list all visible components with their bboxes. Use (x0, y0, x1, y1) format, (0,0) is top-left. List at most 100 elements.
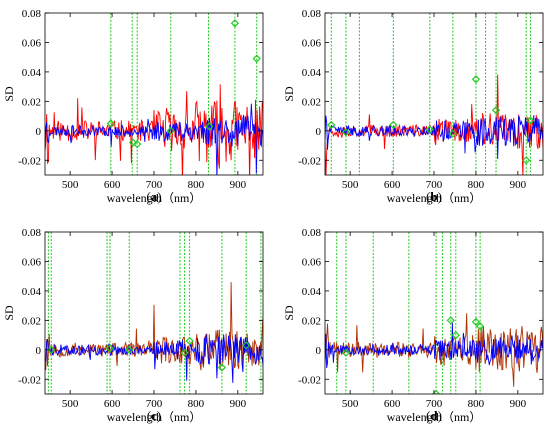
x-tick-label: 500 (342, 398, 359, 410)
x-axis-label: wavelength（nm） (387, 410, 482, 424)
y-tick-label: 0.02 (302, 96, 321, 108)
y-tick-label: 0.08 (302, 227, 322, 239)
y-tick-label: 0.02 (302, 315, 321, 327)
y-tick-label: 0.08 (22, 227, 42, 239)
selected-marker (341, 348, 351, 357)
y-tick-label: 0 (36, 345, 42, 357)
y-tick-label: 0.02 (22, 315, 41, 327)
caption-letter: d (430, 408, 438, 423)
selected-marker (47, 345, 56, 354)
y-tick-label: -0.02 (18, 155, 41, 167)
panel-caption: (d) (426, 408, 442, 423)
x-tick-label: 800 (468, 179, 485, 191)
y-tick-label: 0.04 (302, 67, 322, 79)
x-axis-label: wavelength（nm） (107, 191, 202, 205)
x-tick-label: 700 (426, 398, 443, 410)
y-tick-label: 0.04 (22, 286, 42, 298)
y-axis-label: SD (2, 86, 16, 102)
x-tick-label: 600 (384, 398, 401, 410)
panel-caption: (a) (146, 189, 161, 204)
selected-marker (341, 128, 351, 137)
y-tick-label: -0.02 (298, 374, 321, 386)
selected-marker (471, 317, 481, 326)
series-line-1 (45, 84, 263, 175)
selected-marker (105, 344, 115, 353)
caption-letter: b (430, 189, 437, 204)
x-tick-label: 500 (342, 179, 359, 191)
selected-marker (180, 348, 189, 357)
selected-marker (185, 336, 194, 346)
selected-marker (446, 316, 455, 325)
y-tick-label: -0.02 (298, 155, 321, 167)
selected-marker (128, 138, 138, 147)
series-line-2 (325, 115, 543, 160)
caption-paren-open: ( (147, 408, 151, 423)
selected-marker (471, 75, 481, 84)
x-tick-label: 800 (188, 398, 205, 410)
y-tick-label: 0.06 (302, 37, 322, 49)
y-tick-label: 0 (316, 345, 322, 357)
series-line-1 (325, 74, 543, 175)
x-tick-label: 700 (146, 179, 163, 191)
y-axis-label: SD (282, 86, 296, 102)
x-tick-label: 800 (468, 398, 485, 410)
caption-paren-close: ) (438, 189, 442, 204)
y-tick-label: 0 (316, 126, 322, 138)
y-tick-label: 0.06 (22, 256, 42, 268)
panel-d: 500 600 700 800 900 -0.02 0 0.02 0.04 0.06 0.08 wav… (282, 227, 544, 424)
x-tick-label: 600 (104, 398, 121, 410)
caption-letter: a (151, 189, 158, 204)
x-tick-label: 500 (62, 179, 79, 191)
y-axis-label: SD (2, 305, 16, 321)
caption-paren-open: ( (426, 408, 430, 423)
x-tick-label: 500 (62, 398, 79, 410)
y-tick-label: 0.08 (22, 8, 42, 20)
caption-paren-open: ( (146, 189, 150, 204)
axes-box (324, 12, 544, 176)
panel-a: 500 600 700 800 900 -0.02 0 0.02 0.04 0.06 0.08 wav… (2, 8, 264, 205)
x-axis-label: wavelength（nm） (107, 410, 202, 424)
selected-marker (205, 122, 214, 131)
selected-marker (166, 126, 175, 135)
y-tick-label: 0.06 (22, 37, 42, 49)
y-tick-label: -0.02 (18, 374, 41, 386)
selected-marker (252, 54, 261, 63)
panel-caption: (c) (147, 408, 161, 423)
selected-marker (230, 19, 240, 28)
selected-marker (327, 120, 336, 130)
x-tick-label: 800 (188, 179, 205, 191)
selected-marker (522, 156, 531, 165)
caption-paren-open: ( (426, 189, 430, 204)
y-tick-label: 0 (36, 126, 42, 138)
x-tick-label: 700 (146, 398, 163, 410)
selected-marker (217, 363, 227, 372)
selected-marker (475, 322, 485, 331)
caption-paren-close: ) (157, 189, 161, 204)
x-axis-label: wavelength（nm） (387, 191, 482, 205)
plot-area (325, 232, 543, 394)
y-tick-label: 0.02 (22, 96, 41, 108)
y-axis-label: SD (282, 305, 296, 321)
caption-paren-close: ) (438, 408, 442, 423)
axes-box (324, 231, 544, 395)
selected-marker (451, 330, 460, 340)
plot-area (45, 232, 263, 394)
x-tick-label: 900 (230, 179, 247, 191)
x-tick-label: 900 (510, 179, 527, 191)
x-tick-label: 700 (426, 179, 443, 191)
y-tick-label: 0.04 (302, 286, 322, 298)
panel-b: 500 600 700 800 900 -0.02 0 0.02 0.04 0.06 0.08 wav… (282, 8, 544, 205)
x-tick-label: 900 (510, 398, 527, 410)
x-tick-label: 600 (104, 179, 121, 191)
panel-c: 500 600 700 800 900 -0.02 0 0.02 0.04 0.06 0.08 wav… (2, 227, 264, 424)
selected-marker (448, 129, 458, 138)
selected-marker (425, 125, 434, 134)
x-tick-label: 600 (384, 179, 401, 191)
caption-letter: c (151, 408, 157, 423)
y-tick-label: 0.08 (302, 8, 322, 20)
plot-area (325, 13, 543, 175)
series-line-2 (45, 334, 263, 383)
selected-marker (133, 139, 142, 149)
caption-paren-close: ) (157, 408, 161, 423)
